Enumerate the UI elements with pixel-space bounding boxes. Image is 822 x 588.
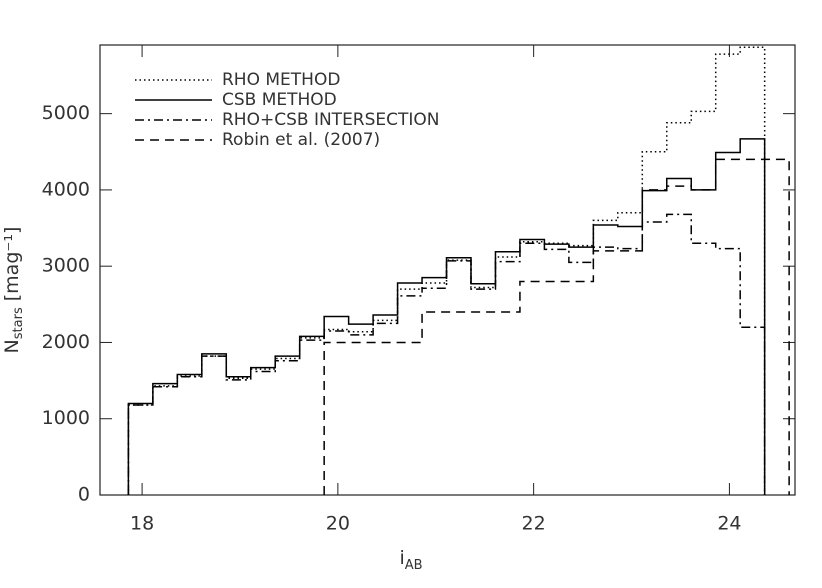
x-label-main: i [399,547,404,569]
x-tick-label: 24 [717,513,741,535]
y-tick-label: 4000 [42,178,90,200]
x-tick-label: 20 [326,513,350,535]
y-label-main: N [1,339,23,353]
y-label-sub: stars [11,307,26,339]
legend-label: Robin et al. (2007) [222,130,380,150]
x-tick-label: 18 [130,513,154,535]
histogram-step [127,213,766,495]
y-tick-label: 1000 [42,407,90,429]
x-label-sub: AB [405,558,423,573]
y-tick-label: 2000 [42,331,90,353]
y-tick-label: 3000 [42,255,90,277]
y-axis-label: Nstars [mag⁻¹] [1,227,26,354]
legend-label: CSB METHOD [222,90,337,110]
legend-label: RHO+CSB INTERSECTION [222,110,440,130]
y-label-unit: [mag⁻¹] [1,227,23,302]
x-axis-label: iAB [399,547,422,573]
y-tick-label: 5000 [42,102,90,124]
plot-frame [99,44,796,496]
histogram-step [127,138,766,495]
y-tick-label: 0 [78,484,90,506]
legend-label: RHO METHOD [222,70,340,90]
histogram-step [323,158,790,495]
x-tick-label: 22 [522,513,546,535]
